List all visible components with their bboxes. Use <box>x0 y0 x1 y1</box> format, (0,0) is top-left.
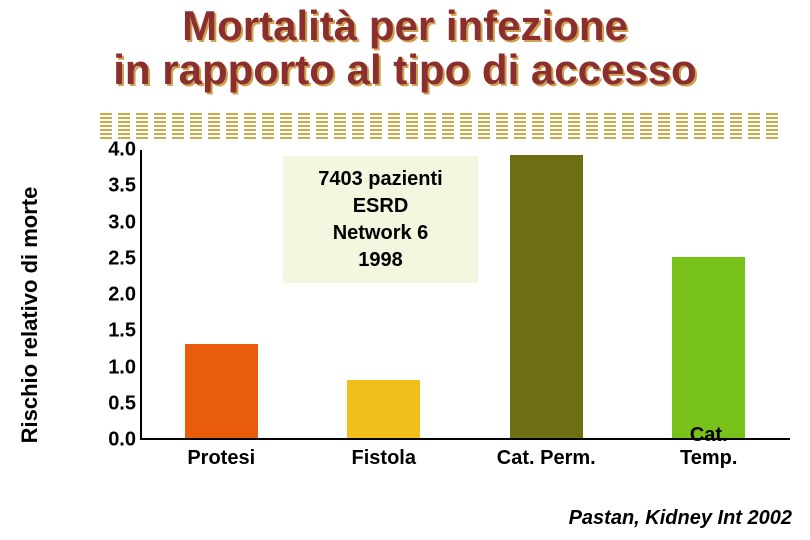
y-tick-label: 1.0 <box>96 356 136 379</box>
y-tick-label: 4.0 <box>96 139 136 162</box>
bar <box>672 257 745 438</box>
y-tick-label: 3.5 <box>96 175 136 198</box>
category-label: Fistola <box>352 447 416 470</box>
annotation-line: 7403 pazienti <box>283 166 478 193</box>
y-tick-label: 2.0 <box>96 284 136 307</box>
y-tick-label: 2.5 <box>96 247 136 270</box>
plot-area: 0.00.51.01.52.02.53.03.54.0ProtesiFistol… <box>140 150 790 440</box>
y-tick-label: 0.0 <box>96 429 136 452</box>
y-tick-label: 3.0 <box>96 211 136 234</box>
y-tick-label: 0.5 <box>96 392 136 415</box>
annotation-line: ESRD <box>283 193 478 220</box>
title-line: Mortalità per infezione <box>0 4 810 48</box>
citation: Pastan, Kidney Int 2002 <box>569 507 792 530</box>
category-label: Cat. Temp. <box>668 424 749 470</box>
title-underline <box>100 112 780 140</box>
y-axis <box>140 150 142 440</box>
category-label: Protesi <box>187 447 255 470</box>
bar <box>347 380 420 438</box>
y-tick-label: 1.5 <box>96 320 136 343</box>
bar <box>510 155 583 438</box>
bar-chart: Rischio relativo di morte 0.00.51.01.52.… <box>70 150 790 480</box>
title-line: in rapporto al tipo di accesso <box>0 48 810 92</box>
annotation-line: Network 6 <box>283 220 478 247</box>
page-title: Mortalità per infezionein rapporto al ti… <box>0 0 810 92</box>
category-label: Cat. Perm. <box>497 447 596 470</box>
annotation-line: 1998 <box>283 247 478 274</box>
bar <box>185 344 258 438</box>
annotation-box: 7403 pazientiESRDNetwork 61998 <box>283 156 478 284</box>
y-axis-label: Rischio relativo di morte <box>17 187 43 444</box>
